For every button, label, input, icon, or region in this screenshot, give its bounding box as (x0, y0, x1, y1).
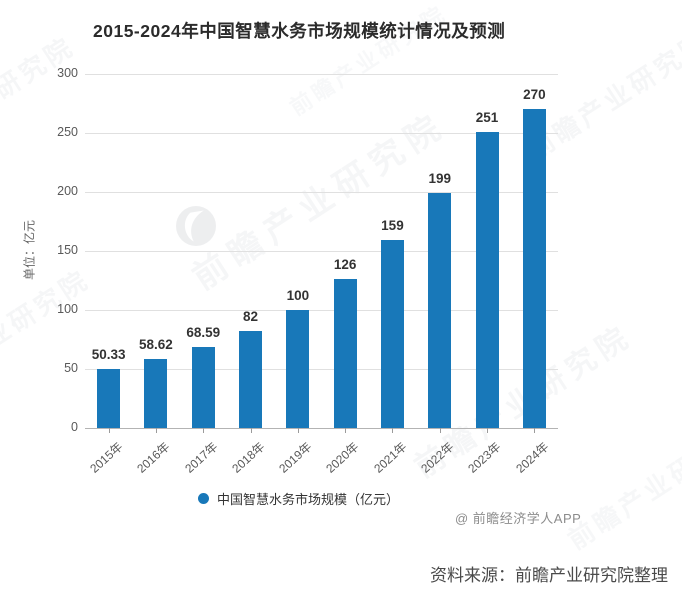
x-axis-label: 2024年 (512, 439, 552, 476)
x-axis-label: 2022年 (418, 439, 457, 476)
x-axis-tick (345, 428, 347, 433)
bar-value-label: 251 (475, 109, 499, 125)
bar-value-label: 100 (286, 288, 310, 303)
x-axis-label: 2019年 (276, 439, 315, 476)
bar-value-label: 58.62 (139, 336, 173, 352)
chart-title: 2015-2024年中国智慧水务市场规模统计情况及预测 (93, 21, 506, 41)
x-axis-line (85, 428, 558, 429)
bar (97, 368, 121, 428)
gridline (85, 310, 558, 311)
gridline (85, 74, 558, 75)
bar-value-label: 82 (243, 309, 259, 325)
bar (475, 131, 499, 428)
y-axis-tick-label: 200 (57, 184, 78, 198)
x-axis-label: 2023年 (465, 439, 504, 476)
bar-value-label: 50.33 (91, 346, 126, 362)
bar (333, 279, 357, 428)
source-note: 资料来源：前瞻产业研究院整理 (430, 566, 668, 585)
bar-value-label: 270 (523, 87, 546, 103)
gridline (85, 369, 558, 370)
x-axis-tick (439, 428, 441, 433)
bar (286, 310, 310, 428)
x-axis-tick (250, 428, 252, 433)
attribution-note: @ 前瞻经济学人APP (455, 511, 582, 526)
bar-value-label: 68.59 (186, 325, 221, 341)
bar-value-label: 159 (381, 218, 404, 234)
x-axis-tick (108, 428, 110, 433)
y-axis-tick-label: 250 (57, 125, 78, 139)
bar (191, 347, 215, 428)
x-axis-label: 2015年 (87, 439, 126, 476)
bar-value-label: 126 (333, 257, 357, 273)
bar (428, 193, 452, 428)
x-axis-tick (534, 428, 536, 433)
y-axis-tick-label: 100 (57, 302, 78, 316)
y-axis-tick-label: 0 (71, 420, 78, 434)
gridline (85, 192, 558, 193)
x-axis-tick (487, 428, 489, 433)
bar (239, 331, 263, 428)
legend-label: 中国智慧水务市场规模（亿元） (217, 492, 400, 507)
x-axis-label: 2020年 (323, 439, 362, 476)
gridline (85, 133, 558, 134)
x-axis-label: 2016年 (134, 439, 173, 476)
bar-value-label: 199 (428, 171, 452, 187)
y-axis-tick-label: 150 (57, 243, 78, 257)
legend-marker-icon (198, 493, 209, 504)
bar (380, 240, 404, 428)
y-axis-tick-label: 300 (57, 66, 78, 80)
bar (144, 358, 168, 428)
legend: 中国智慧水务市场规模（亿元） (198, 489, 399, 508)
x-axis-tick (297, 428, 299, 433)
qianzhan-logo-icon (176, 206, 216, 246)
y-axis-tick-label: 50 (64, 361, 78, 375)
x-axis-label: 2018年 (229, 439, 268, 476)
gridline (85, 251, 558, 252)
x-axis-tick (203, 428, 205, 433)
x-axis-label: 2021年 (371, 439, 410, 476)
x-axis-tick (392, 428, 394, 433)
x-axis-tick (155, 428, 157, 433)
x-axis-label: 2017年 (181, 439, 220, 476)
bar (522, 109, 546, 428)
